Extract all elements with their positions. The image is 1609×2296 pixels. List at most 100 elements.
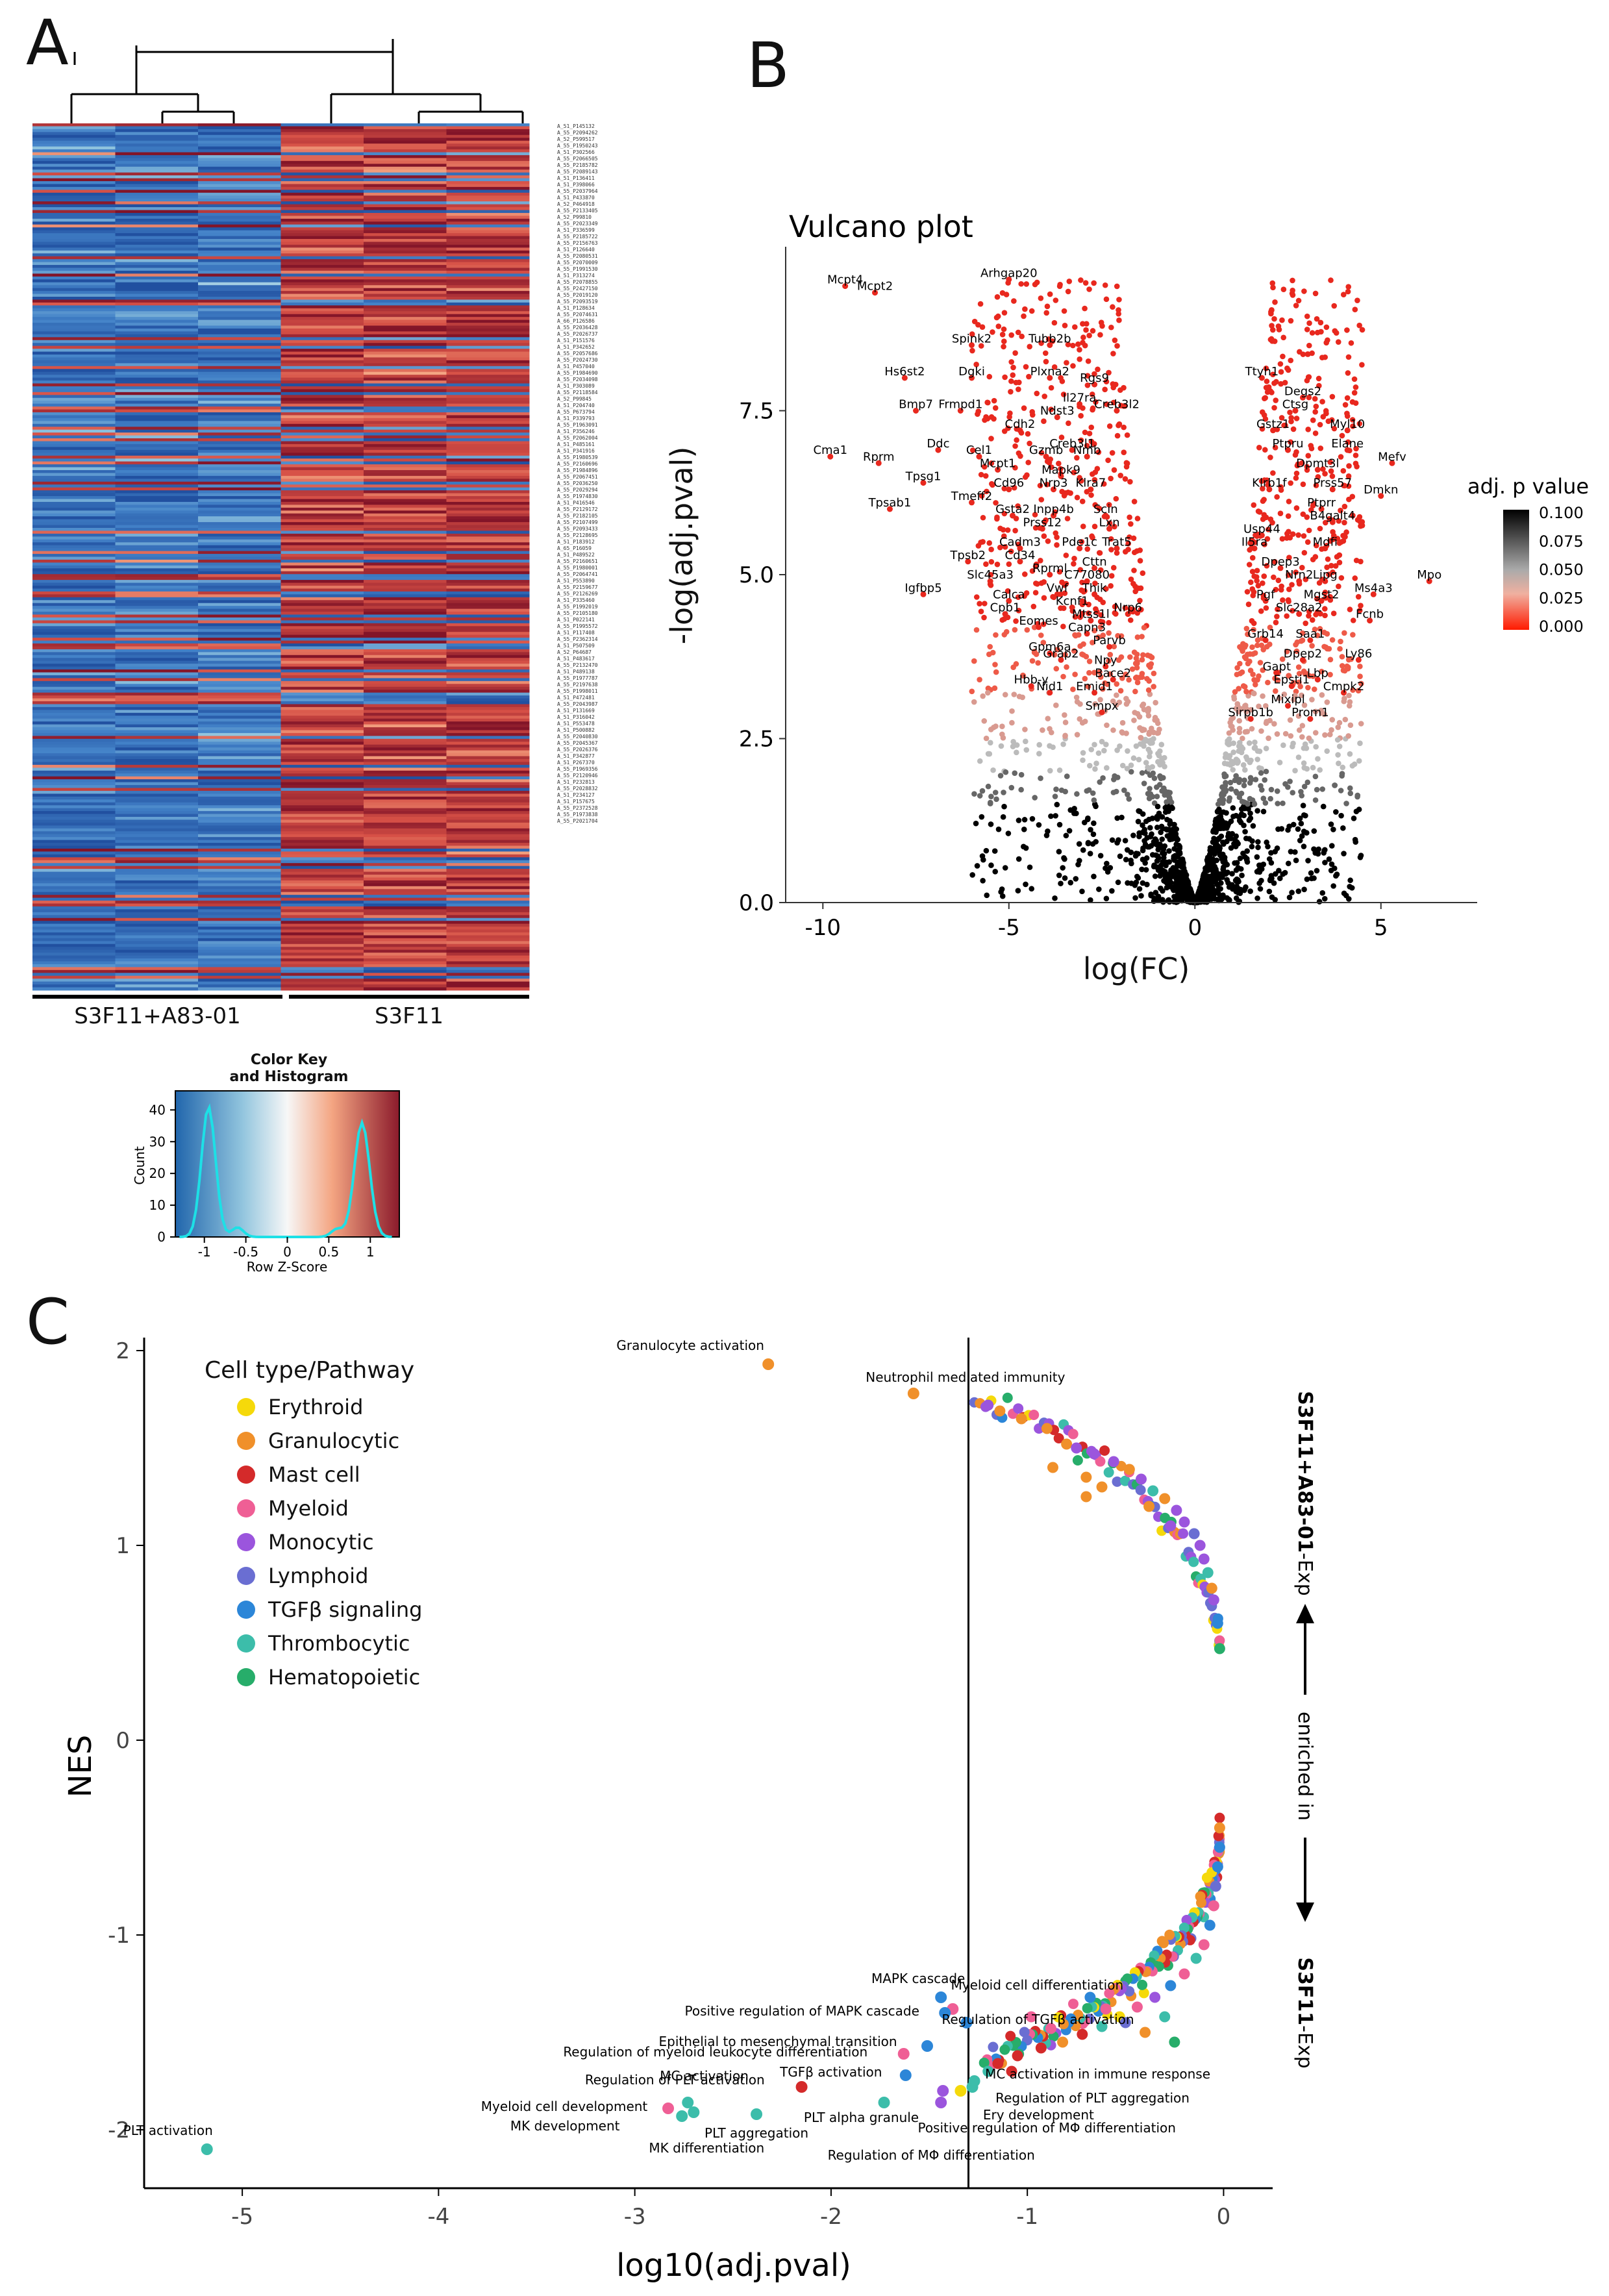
volcano-point: [1063, 552, 1069, 558]
heatmap-cell: [446, 727, 530, 730]
heatmap-cell: [198, 262, 281, 266]
gene-label: Creb3l1: [1049, 437, 1095, 451]
volcano-point: [986, 651, 992, 657]
heatmap-cell: [446, 160, 530, 164]
labeled-gene-point: [1084, 453, 1090, 460]
volcano-point: [1002, 374, 1008, 381]
heatmap-cell: [198, 392, 281, 395]
heatmap-cell: [115, 732, 199, 736]
volcano-point: [1064, 516, 1071, 521]
heatmap-cell: [446, 927, 530, 930]
heatmap-cell: [32, 897, 116, 901]
heatmap-cell: [198, 730, 281, 734]
heatmap-cell: [198, 343, 281, 347]
volcano-point: [1216, 885, 1222, 891]
labeled-gene-point: [1006, 277, 1012, 282]
heatmap-cell: [446, 218, 530, 222]
heatmap-cell: [446, 958, 530, 962]
heatmap-cell: [281, 184, 364, 188]
heatmap-cell: [446, 438, 530, 442]
heatmap-cell: [198, 568, 281, 572]
heatmap-cell: [364, 184, 447, 188]
heatmap-cell: [281, 169, 364, 173]
volcano-point: [1011, 298, 1017, 304]
heatmap-cell: [115, 144, 199, 147]
gene-label: Fcnb: [1356, 608, 1384, 621]
heatmap-cell: [198, 288, 281, 292]
heatmap-cell: [281, 470, 364, 473]
volcano-point: [1290, 277, 1295, 284]
volcano-point: [1075, 341, 1081, 347]
gene-label: Emid1: [1076, 680, 1113, 693]
heatmap-cell: [281, 912, 364, 916]
heatmap-cell: [198, 802, 281, 806]
heatmap-cell: [32, 981, 116, 985]
gsea-point: [1147, 1485, 1159, 1497]
heatmap-cell: [364, 409, 447, 413]
volcano-point: [1300, 803, 1306, 808]
heatmap-cell: [281, 799, 364, 803]
volcano-point: [1330, 610, 1337, 617]
volcano-point: [1345, 288, 1351, 295]
volcano-point: [1144, 881, 1150, 888]
volcano-point: [1018, 786, 1024, 793]
heatmap-cell: [446, 441, 530, 445]
heatmap-cell: [364, 297, 447, 300]
heatmap-cell: [446, 499, 530, 503]
heatmap-cell: [198, 160, 281, 164]
heatmap-cell: [32, 574, 116, 578]
heatmap-cell: [281, 582, 364, 586]
heatmap-cell: [446, 421, 530, 425]
gsea-point: [1061, 1438, 1073, 1450]
heatmap-cell: [32, 961, 116, 965]
volcano-point: [1138, 893, 1144, 899]
heatmap-cell: [32, 649, 116, 653]
heatmap-cell: [364, 756, 447, 760]
heatmap-cell: [364, 649, 447, 653]
gsea-point: [1190, 1953, 1202, 1964]
gsea-point: [1096, 2021, 1108, 2032]
volcano-point: [1102, 282, 1108, 288]
volcano-point: [1280, 742, 1286, 748]
volcano-point: [1048, 406, 1054, 412]
heatmap-cell: [364, 623, 447, 627]
heatmap-cell: [115, 923, 199, 927]
volcano-point: [988, 436, 994, 442]
heatmap-cell: [115, 317, 199, 321]
heatmap-cell: [281, 250, 364, 254]
heatmap-cell: [281, 808, 364, 812]
heatmap-cell: [198, 305, 281, 309]
volcano-point: [1022, 727, 1028, 732]
heatmap-cell: [364, 802, 447, 806]
heatmap-cell: [281, 389, 364, 393]
gene-label: Lbp: [1307, 667, 1328, 680]
volcano-point: [1255, 839, 1261, 845]
volcano-point: [1086, 669, 1092, 676]
heatmap-cell: [364, 837, 447, 841]
volcano-point: [1133, 655, 1140, 662]
heatmap-cell: [364, 317, 447, 321]
heatmap-cell: [115, 375, 199, 379]
volcano-point: [1347, 751, 1353, 757]
volcano-point: [1056, 849, 1062, 855]
gene-label: Ptpru: [1272, 437, 1303, 451]
gsea-point: [1212, 1617, 1223, 1629]
heatmap-cell: [281, 198, 364, 202]
heatmap-cell: [198, 308, 281, 312]
volcano-point: [992, 662, 998, 668]
volcano-point: [1327, 459, 1334, 466]
heatmap-cell: [281, 349, 364, 353]
gsea-ytick-label: 2: [116, 1338, 130, 1364]
volcano-point: [1266, 384, 1272, 390]
heatmap-cell: [115, 403, 199, 407]
heatmap-cell: [281, 695, 364, 699]
gene-label: Dmkn: [1364, 483, 1398, 497]
volcano-point: [1111, 643, 1117, 649]
heatmap-cell: [32, 453, 116, 456]
labeled-gene-point: [1039, 525, 1045, 532]
heatmap-cell: [32, 392, 116, 395]
volcano-point: [1048, 729, 1054, 736]
volcano-point: [1285, 860, 1291, 867]
heatmap-cell: [281, 710, 364, 714]
volcano-point: [1351, 390, 1358, 396]
